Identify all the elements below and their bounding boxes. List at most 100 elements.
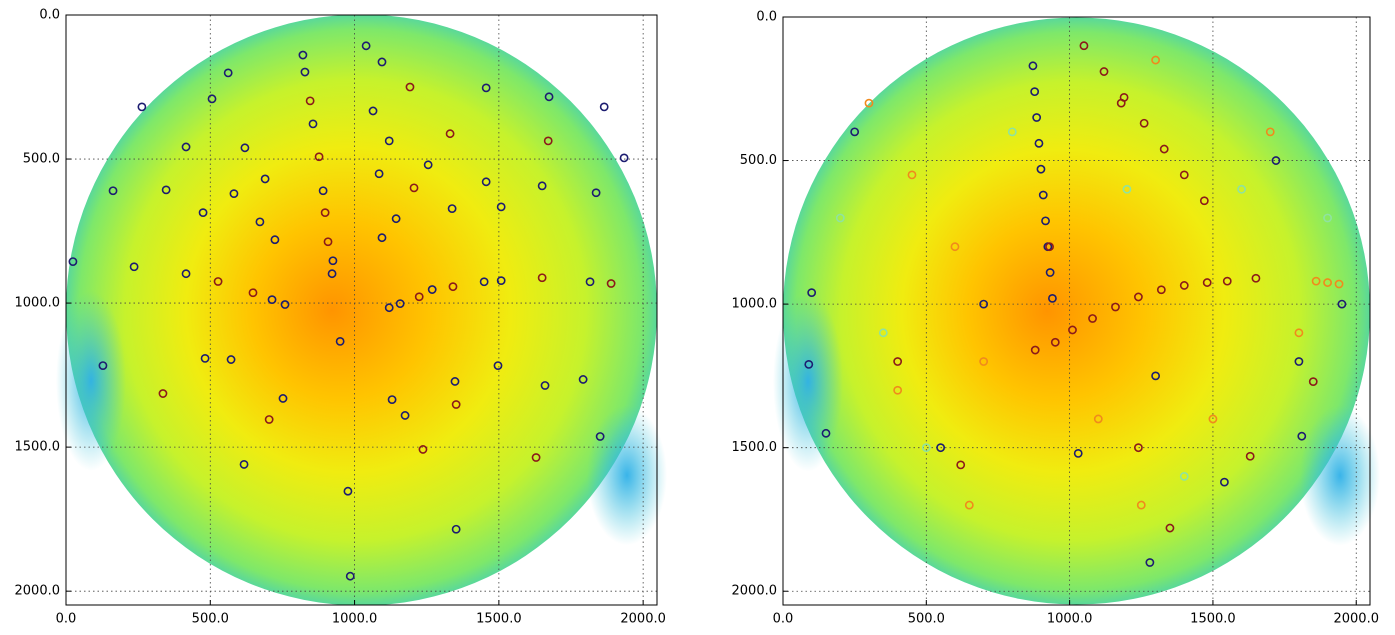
spot-marker	[200, 353, 210, 363]
spot-marker	[1237, 184, 1246, 194]
spot-marker	[395, 299, 405, 309]
spot-marker	[137, 102, 147, 112]
y-tick-label: 1000.0	[732, 297, 778, 312]
x-tick-label: 0.0	[773, 612, 794, 627]
spot-marker	[361, 41, 371, 51]
spot-marker	[229, 189, 239, 199]
spot-marker	[207, 94, 217, 104]
spot-marker	[1294, 357, 1304, 366]
spot-marker	[1294, 328, 1304, 338]
spot-marker	[578, 375, 588, 384]
spot-marker	[213, 277, 223, 286]
spot-marker	[907, 170, 917, 180]
spot-marker	[585, 277, 595, 287]
spot-marker	[328, 256, 338, 266]
spot-marker	[161, 185, 171, 195]
spot-marker	[1134, 443, 1143, 453]
spot-marker	[496, 202, 506, 212]
spot-marker	[1038, 190, 1048, 200]
spot-marker	[493, 361, 503, 371]
spot-marker	[308, 119, 318, 129]
spot-marker	[1251, 273, 1261, 283]
spot-marker	[1032, 113, 1042, 122]
detector-image	[66, 14, 657, 606]
spot-marker	[1271, 156, 1281, 165]
spot-marker	[400, 411, 410, 420]
spot-marker	[1159, 144, 1169, 154]
spot-marker	[181, 142, 191, 152]
spot-marker	[1323, 213, 1332, 223]
spot-marker	[1073, 449, 1083, 458]
spot-marker	[835, 213, 845, 223]
spot-marker	[451, 524, 461, 534]
spot-marker	[1048, 293, 1057, 303]
spot-marker	[226, 355, 236, 364]
spot-marker	[496, 276, 506, 286]
spot-marker	[278, 394, 288, 403]
spot-marker	[264, 415, 274, 424]
spot-marker	[129, 262, 139, 272]
spot-marker	[68, 257, 78, 267]
spot-marker	[409, 183, 419, 193]
spot-marker	[374, 169, 384, 179]
y-tick-label: 2000.0	[732, 584, 778, 599]
spot-marker	[298, 50, 308, 60]
spot-marker	[1045, 268, 1055, 277]
spot-marker	[531, 453, 541, 462]
spot-marker	[606, 279, 616, 288]
spot-marker	[418, 445, 428, 454]
spot-marker	[391, 214, 401, 224]
spot-marker	[1311, 276, 1321, 286]
spot-marker	[1068, 325, 1077, 335]
spot-marker	[1136, 500, 1146, 510]
spot-marker	[1337, 299, 1347, 309]
y-tick-label: 0.0	[756, 10, 777, 25]
spot-marker	[821, 428, 831, 438]
x-tick-label: 2000.0	[620, 612, 666, 627]
spot-marker	[1156, 285, 1166, 295]
spot-marker	[956, 460, 966, 470]
spot-marker	[181, 269, 191, 279]
plot-frame	[782, 16, 1371, 606]
x-tick-label: 1000.0	[1047, 612, 1093, 627]
spot-marker	[1134, 292, 1143, 302]
detector-shadow	[1300, 405, 1380, 546]
spot-marker	[1079, 41, 1089, 51]
detector-image	[783, 17, 1370, 605]
spot-marker	[239, 460, 249, 469]
spot-marker	[544, 92, 554, 102]
spot-marker	[1165, 523, 1175, 533]
spot-marker	[893, 385, 903, 395]
spot-marker	[1245, 451, 1255, 461]
spot-marker	[447, 204, 457, 213]
spot-marker	[1139, 118, 1149, 128]
y-tick-label: 1000.0	[15, 296, 61, 311]
spot-marker	[445, 129, 455, 139]
spot-marker	[1116, 98, 1126, 108]
spot-marker	[1265, 127, 1275, 137]
x-tick-label: 1500.0	[1190, 612, 1236, 627]
y-tick-label: 1500.0	[732, 440, 778, 455]
spot-marker	[1179, 471, 1189, 481]
spot-marker	[1088, 314, 1097, 323]
y-tick-label: 1500.0	[15, 440, 61, 455]
spot-marker	[384, 136, 394, 146]
spot-marker	[864, 98, 874, 108]
spot-marker	[1093, 414, 1103, 424]
spot-marker	[248, 288, 258, 298]
detector-shadow	[587, 405, 667, 546]
spot-marker	[850, 127, 860, 137]
spot-marker	[1122, 184, 1132, 194]
spot-marker	[1034, 138, 1044, 148]
spot-marker	[1099, 67, 1109, 76]
spot-marker	[240, 143, 250, 153]
spot-marker	[405, 82, 415, 92]
spot-marker	[1179, 170, 1189, 180]
spot-marker	[540, 381, 550, 390]
spot-marker	[964, 500, 974, 510]
spot-marker	[448, 282, 458, 292]
spot-marker	[305, 96, 315, 106]
spot-marker	[280, 300, 290, 309]
spot-marker	[300, 67, 310, 77]
